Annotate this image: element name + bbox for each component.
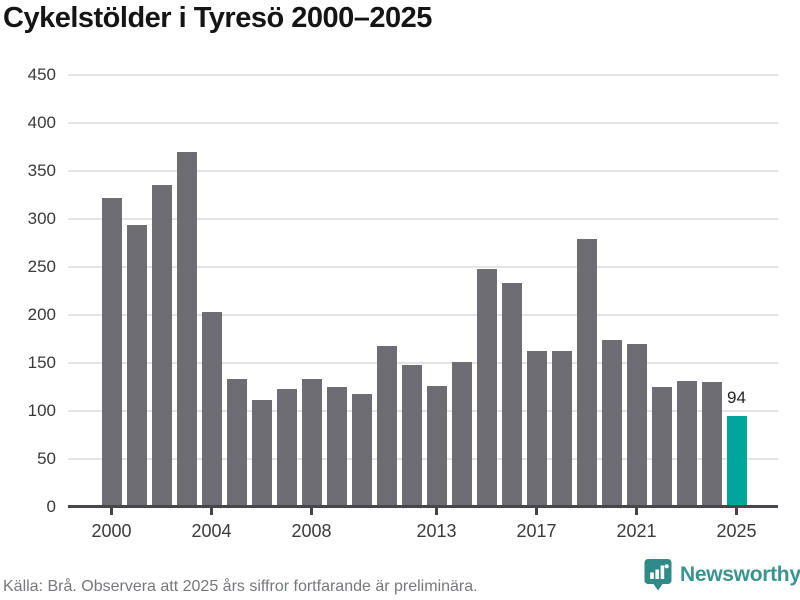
x-axis-tick-2004 — [210, 508, 213, 515]
bar-2019 — [576, 238, 597, 507]
y-axis-tick-label: 150 — [27, 353, 56, 372]
bar-2010 — [351, 394, 372, 507]
bar-2007 — [276, 389, 297, 507]
gridline-450 — [68, 73, 778, 76]
bar-2020 — [601, 340, 622, 507]
x-axis-tick-2021 — [635, 508, 638, 515]
bar-2000 — [101, 198, 122, 507]
x-axis-tick-label-2004: 2004 — [191, 521, 232, 541]
y-axis-tick-label: 350 — [27, 161, 56, 180]
bar-2002 — [151, 184, 172, 507]
gridline-350 — [68, 169, 778, 172]
chart-title: Cykelstölder i Tyresö 2000–2025 — [3, 2, 432, 34]
bar-2023 — [676, 380, 697, 507]
x-axis-tick-2025 — [735, 508, 738, 515]
chart-footer: Källa: Brå. Observera att 2025 års siffr… — [0, 558, 800, 600]
newsworthy-logo[interactable]: Newsworthy — [644, 558, 800, 592]
bar-2015 — [476, 269, 497, 507]
x-axis-tick-2008 — [310, 508, 313, 515]
y-axis-tick-label: 450 — [27, 65, 56, 84]
source-note: Källa: Brå. Observera att 2025 års siffr… — [3, 578, 478, 595]
y-axis-tick-label: 200 — [27, 305, 56, 324]
bar-2008 — [301, 378, 322, 507]
y-axis-tick-label: 250 — [27, 257, 56, 276]
newsworthy-wordmark: Newsworthy — [680, 563, 800, 586]
bar-2021 — [626, 344, 647, 507]
x-axis-tick-2000 — [110, 508, 113, 515]
x-axis-tick-label-2025: 2025 — [716, 521, 757, 541]
newsworthy-bubble-chart-icon — [644, 559, 672, 591]
bar-2005 — [226, 378, 247, 507]
bar-2009 — [326, 387, 347, 507]
x-axis-tick-2013 — [435, 508, 438, 515]
bar-2012 — [401, 365, 422, 507]
x-axis-tick-label-2013: 2013 — [416, 521, 457, 541]
bar-2013 — [426, 385, 447, 507]
bar-2022 — [651, 387, 672, 507]
bar-2011 — [376, 346, 397, 507]
bar-2016 — [501, 282, 522, 507]
bar-2025 — [726, 416, 747, 507]
y-axis-tick-label: 400 — [27, 113, 56, 132]
x-axis-tick-label-2021: 2021 — [616, 521, 657, 541]
x-axis-tick-label-2017: 2017 — [516, 521, 557, 541]
x-axis-line — [68, 505, 778, 508]
gridline-50 — [68, 457, 778, 460]
bar-2001 — [126, 225, 147, 507]
bar-2003 — [176, 152, 197, 507]
gridline-150 — [68, 361, 778, 364]
gridline-250 — [68, 265, 778, 268]
y-axis-tick-label: 0 — [46, 497, 56, 516]
y-axis-tick-label: 300 — [27, 209, 56, 228]
gridline-100 — [68, 409, 778, 412]
y-axis-tick-label: 100 — [27, 401, 56, 420]
bar-2024 — [701, 381, 722, 507]
bar-2017 — [526, 350, 547, 507]
bar-2014 — [451, 361, 472, 507]
y-axis-tick-label: 50 — [37, 449, 56, 468]
gridline-300 — [68, 217, 778, 220]
x-axis-tick-label-2000: 2000 — [91, 521, 132, 541]
x-axis-tick-2017 — [535, 508, 538, 515]
highlight-value-label: 94 — [727, 388, 746, 408]
gridline-400 — [68, 121, 778, 124]
bar-2006 — [251, 399, 272, 507]
gridline-200 — [68, 313, 778, 316]
bar-2018 — [551, 350, 572, 507]
x-axis-tick-label-2008: 2008 — [291, 521, 332, 541]
bar-2004 — [201, 311, 222, 507]
